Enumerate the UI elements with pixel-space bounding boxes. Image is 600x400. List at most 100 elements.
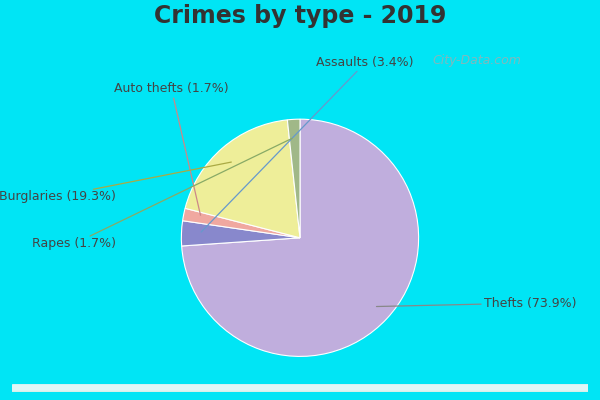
Bar: [12, 386, 588, 389]
Bar: [12, 386, 588, 390]
Wedge shape: [185, 120, 300, 238]
Bar: [12, 386, 588, 390]
Bar: [12, 388, 588, 392]
Bar: [12, 388, 588, 392]
Bar: [12, 388, 588, 392]
Bar: [12, 386, 588, 389]
Bar: [12, 386, 588, 389]
Bar: [12, 386, 588, 389]
Bar: [12, 388, 588, 391]
Bar: [12, 385, 588, 389]
Bar: [12, 387, 588, 391]
Bar: [12, 386, 588, 389]
Bar: [12, 386, 588, 390]
Bar: [12, 387, 588, 390]
Bar: [12, 387, 588, 390]
Bar: [12, 387, 588, 390]
Bar: [12, 388, 588, 391]
Bar: [12, 386, 588, 389]
Bar: [12, 385, 588, 389]
Bar: [12, 388, 588, 392]
Bar: [12, 388, 588, 391]
Bar: [12, 388, 588, 391]
Bar: [12, 386, 588, 390]
Bar: [12, 388, 588, 392]
Bar: [12, 387, 588, 391]
Bar: [12, 388, 588, 392]
Wedge shape: [181, 221, 300, 246]
Bar: [12, 388, 588, 392]
Bar: [12, 386, 588, 389]
Bar: [12, 388, 588, 392]
Bar: [12, 388, 588, 391]
Bar: [12, 388, 588, 391]
Bar: [12, 387, 588, 391]
Text: Assaults (3.4%): Assaults (3.4%): [201, 56, 414, 232]
Bar: [12, 385, 588, 389]
Bar: [12, 386, 588, 389]
Bar: [12, 386, 588, 390]
Bar: [12, 387, 588, 391]
Bar: [12, 386, 588, 389]
Bar: [12, 386, 588, 389]
Bar: [12, 388, 588, 392]
Bar: [12, 388, 588, 391]
Bar: [12, 385, 588, 388]
Bar: [12, 387, 588, 390]
Bar: [12, 386, 588, 390]
Bar: [12, 386, 588, 390]
Text: Crimes by type - 2019: Crimes by type - 2019: [154, 4, 446, 28]
Bar: [12, 386, 588, 390]
Bar: [12, 387, 588, 390]
Bar: [12, 387, 588, 391]
Bar: [12, 386, 588, 389]
Wedge shape: [182, 208, 300, 238]
Bar: [12, 388, 588, 392]
Bar: [12, 388, 588, 391]
Bar: [12, 385, 588, 389]
Bar: [12, 388, 588, 392]
Bar: [12, 386, 588, 389]
Bar: [12, 388, 588, 392]
Bar: [12, 386, 588, 389]
Bar: [12, 385, 588, 389]
Bar: [12, 386, 588, 390]
Text: Thefts (73.9%): Thefts (73.9%): [376, 296, 577, 310]
Bar: [12, 385, 588, 388]
Bar: [12, 388, 588, 392]
Bar: [12, 386, 588, 390]
Bar: [12, 385, 588, 389]
Bar: [12, 386, 588, 390]
Bar: [12, 387, 588, 390]
Bar: [12, 386, 588, 390]
Bar: [12, 388, 588, 392]
Bar: [12, 388, 588, 391]
Bar: [12, 385, 588, 389]
Bar: [12, 387, 588, 391]
Bar: [12, 388, 588, 392]
Bar: [12, 386, 588, 390]
Text: Auto thefts (1.7%): Auto thefts (1.7%): [114, 82, 229, 215]
Bar: [12, 388, 588, 391]
Bar: [12, 386, 588, 390]
Bar: [12, 386, 588, 390]
Bar: [12, 387, 588, 390]
Bar: [12, 388, 588, 392]
Bar: [12, 387, 588, 390]
Bar: [12, 388, 588, 391]
Bar: [12, 388, 588, 391]
Bar: [12, 386, 588, 390]
Bar: [12, 387, 588, 390]
Text: Burglaries (19.3%): Burglaries (19.3%): [0, 162, 232, 203]
Wedge shape: [287, 119, 300, 238]
Bar: [12, 386, 588, 390]
Bar: [12, 388, 588, 392]
Bar: [12, 388, 588, 392]
Bar: [12, 387, 588, 391]
Bar: [12, 386, 588, 390]
Bar: [12, 385, 588, 389]
Bar: [12, 387, 588, 390]
Bar: [12, 385, 588, 389]
Bar: [12, 387, 588, 390]
Bar: [12, 387, 588, 391]
